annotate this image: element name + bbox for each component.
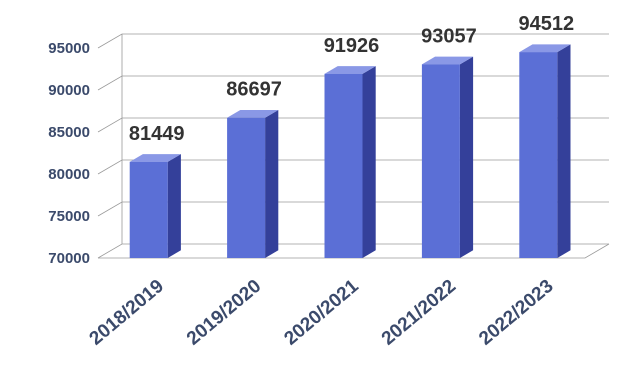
bar-2020/2021	[324, 66, 376, 259]
bar-front	[421, 64, 460, 258]
y-tick-label: 70000	[48, 250, 90, 267]
x-tick-label: 2018/2019	[86, 276, 168, 350]
data-label: 81449	[129, 123, 185, 145]
y-tick-label: 95000	[48, 40, 90, 57]
bar-2019/2020	[227, 110, 279, 258]
bar-front	[129, 161, 168, 258]
bar-top	[227, 110, 279, 118]
y-tick-label: 80000	[48, 166, 90, 183]
bar-top	[324, 66, 376, 74]
data-labels: 81449 86697 91926 93057 94512	[129, 13, 574, 145]
y-tick-label: 75000	[48, 208, 90, 225]
x-tick-label: 2022/2023	[475, 276, 557, 350]
bar-front	[324, 73, 363, 259]
bar-front	[227, 117, 266, 258]
bar-side	[459, 56, 474, 258]
x-tick-label: 2019/2020	[183, 276, 265, 350]
bar-front	[519, 52, 558, 259]
data-label: 86697	[226, 79, 282, 101]
bar-side	[265, 110, 279, 258]
bar-top	[421, 56, 474, 65]
bar-2021/2022	[421, 56, 474, 258]
y-axis-ticks: 70000 75000 80000 85000 90000 95000	[48, 40, 90, 267]
y-tick-label: 85000	[48, 124, 90, 141]
x-axis-ticks: 2018/2019 2019/2020 2020/2021 2021/2022 2022…	[86, 275, 558, 349]
bar-side	[557, 44, 571, 258]
bar-top	[129, 154, 181, 162]
bar-top	[519, 44, 571, 53]
data-label: 91926	[324, 35, 380, 57]
x-tick-label: 2021/2022	[378, 276, 460, 350]
bar-2022/2023	[519, 44, 571, 259]
bar-side	[167, 154, 181, 258]
y-tick-label: 90000	[48, 82, 90, 99]
bar-2018/2019	[129, 154, 181, 258]
x-tick-label: 2020/2021	[280, 275, 363, 349]
bars	[129, 44, 571, 259]
data-label: 94512	[518, 13, 574, 35]
bar-side	[362, 66, 376, 258]
data-label: 93057	[421, 25, 477, 47]
